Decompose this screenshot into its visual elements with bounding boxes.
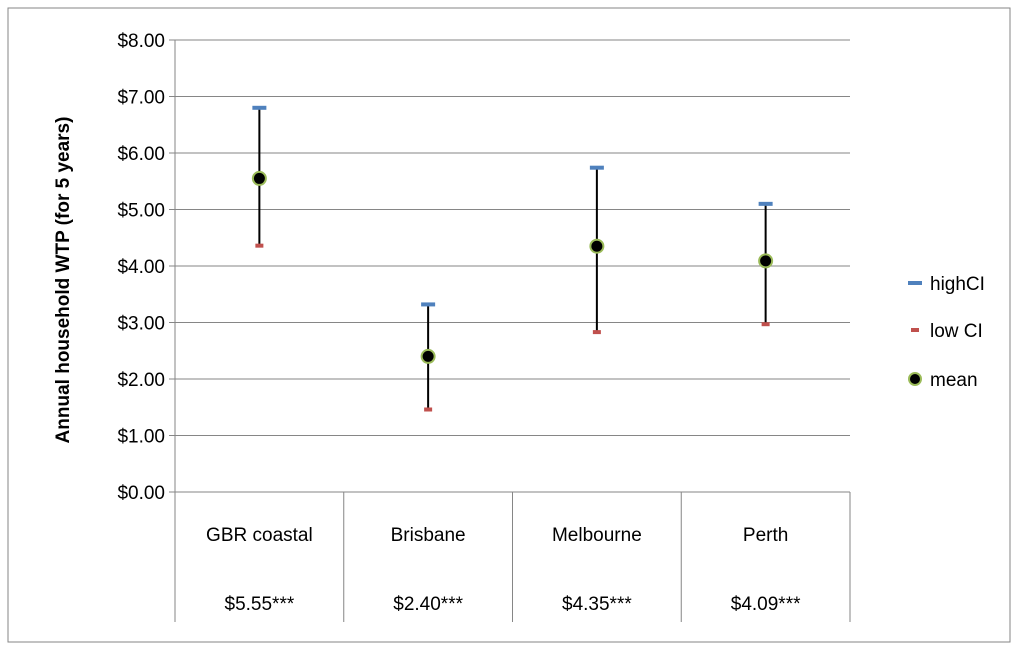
mean-marker — [251, 170, 267, 186]
gridlines — [175, 39, 850, 493]
legend-label: low CI — [930, 321, 983, 342]
highci-marker — [758, 201, 773, 206]
x-tick-label: GBR coastal — [206, 525, 313, 546]
legend-label: mean — [930, 370, 978, 391]
legend-mean-marker — [908, 372, 922, 386]
legend-lowci-marker — [911, 328, 919, 332]
value-label: $4.09*** — [731, 594, 801, 615]
highci-marker — [589, 165, 604, 170]
y-tick-label: $1.00 — [117, 427, 165, 448]
y-tick-label: $4.00 — [117, 257, 165, 278]
legend-label: highCI — [930, 274, 985, 295]
y-tick-label: $7.00 — [117, 88, 165, 109]
value-label: $4.35*** — [562, 594, 632, 615]
lowci-marker — [255, 243, 264, 248]
value-label: $2.40*** — [393, 594, 463, 615]
highci-marker — [421, 302, 436, 307]
y-axis: $0.00 $1.00 $2.00 $3.00 $4.00 $5.00 $6.00 $7.00… — [117, 31, 176, 622]
x-tick-label: Brisbane — [391, 525, 466, 546]
lowci-marker — [424, 407, 433, 412]
data-series — [251, 105, 774, 412]
highci-marker — [252, 105, 267, 110]
y-tick-label: $2.00 — [117, 370, 165, 391]
legend-highci-marker — [908, 281, 922, 285]
y-tick-label: $3.00 — [117, 314, 165, 335]
y-tick-label: $8.00 — [117, 31, 165, 52]
mean-marker — [758, 253, 774, 269]
y-tick-label: $5.00 — [117, 201, 165, 222]
mean-marker — [420, 348, 436, 364]
legend: highCI low CI mean — [908, 274, 985, 391]
x-tick-label: Melbourne — [552, 525, 642, 546]
y-tick-label: $6.00 — [117, 144, 165, 165]
lowci-marker — [592, 330, 601, 335]
value-label: $5.55*** — [225, 594, 295, 615]
x-axis-table: GBR coastal $5.55*** Brisbane $2.40*** Melbo… — [206, 492, 851, 622]
lowci-marker — [761, 322, 770, 327]
y-tick-label: $0.00 — [117, 483, 165, 504]
x-tick-label: Perth — [743, 525, 788, 546]
y-axis-label: Annual household WTP (for 5 years) — [53, 117, 74, 444]
mean-marker — [589, 238, 605, 254]
